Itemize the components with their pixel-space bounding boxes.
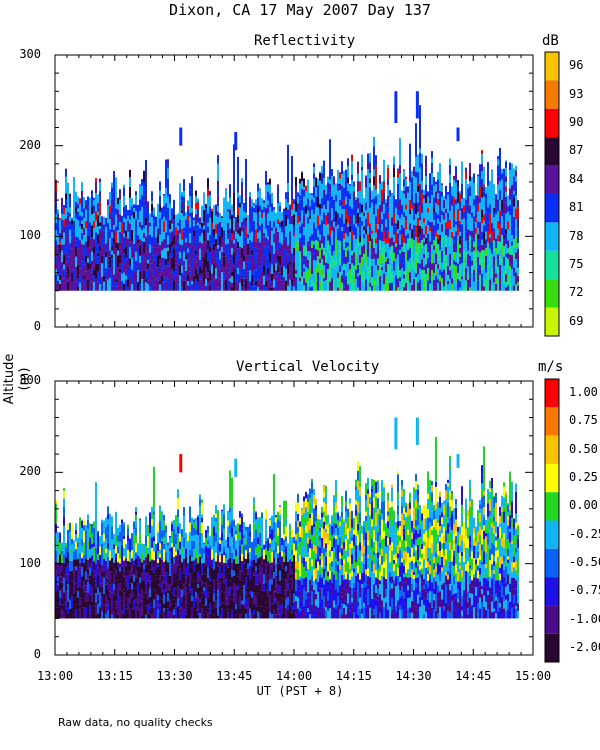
colorbar-swatch [545,279,559,308]
isolated-echo [394,417,398,450]
isolated-echo [456,127,460,142]
colorbar-label: -2.00 [569,639,600,654]
colorbar-swatch [545,605,559,634]
colorbar-label: -0.75 [569,583,600,598]
colorbar-label: 69 [569,313,584,328]
x-tick-label: 13:00 [36,669,74,683]
isolated-echo [179,127,183,146]
x-tick-label: 13:45 [216,669,253,683]
isolated-echo [456,454,460,468]
colorbar-frame [544,51,560,337]
y-tick-label: 0 [33,647,41,661]
velocity-units: m/s [538,359,564,375]
y-tick-label: 300 [19,373,41,387]
colorbar-label: 1.00 [569,385,598,400]
x-tick-label: 14:30 [395,669,432,683]
colorbar-label: 0.00 [569,498,598,513]
colorbar-swatch [545,548,559,578]
colorbar-swatch [545,222,559,251]
reflectivity-field [55,105,519,291]
colorbar-label: 0.75 [569,413,598,428]
colorbar-label: 81 [569,200,584,215]
isolated-echo [415,417,419,445]
reflectivity-units: dB [542,33,559,49]
colorbar-swatch [545,165,559,194]
x-tick-label: 15:00 [514,669,552,683]
colorbar-swatch [545,435,559,464]
colorbar-label: 90 [569,115,584,129]
reflectivity-title: Reflectivity [254,33,356,49]
colorbar-label: 0.50 [569,441,598,456]
colorbar-label: 0.25 [569,470,598,485]
colorbar-label: -0.25 [569,526,600,541]
velocity-title: Vertical Velocity [236,359,380,375]
colorbar-label: 78 [569,228,584,243]
figure-title: Dixon, CA 17 May 2007 Day 137 [169,1,431,19]
colorbar-swatch [545,307,559,336]
colorbar-swatch [545,250,559,280]
colorbar-swatch [545,633,559,662]
isolated-echo [394,91,398,123]
x-tick-label: 13:30 [156,669,193,683]
x-tick-label: 14:45 [455,669,492,683]
isolated-echo [179,454,183,473]
y-tick-label: 200 [19,464,41,479]
x-tick-label: 14:00 [275,669,313,683]
colorbar-swatch [545,194,559,223]
colorbar-swatch [545,80,559,109]
colorbar-swatch [545,379,559,408]
colorbar-label: 96 [569,58,584,73]
colorbar-label: 93 [569,86,584,101]
y-tick-label: 100 [19,555,41,570]
colorbar-label: -1.00 [569,611,600,626]
isolated-echo [234,132,238,151]
x-axis-label: UT (PST + 8) [256,684,344,698]
colorbar-label: 72 [569,285,584,300]
colorbar-swatch [545,407,559,436]
colorbar-swatch [545,577,559,606]
y-tick-label: 100 [19,228,41,243]
y-tick-label: 300 [19,47,41,61]
colorbar-swatch [545,108,559,138]
footnote: Raw data, no quality checks [58,716,213,729]
velocity-field [55,436,519,619]
x-tick-label: 13:15 [96,669,133,683]
isolated-echo [234,458,238,477]
x-tick-label: 14:15 [335,669,372,683]
colorbar-label: 84 [569,171,584,186]
y-tick-label: 200 [19,137,41,152]
colorbar-swatch [545,492,559,521]
colorbar-swatch [545,520,559,549]
colorbar-label: 75 [569,257,584,271]
colorbar-swatch [545,137,559,166]
colorbar-label: -0.50 [569,554,600,569]
colorbar-label: 87 [569,143,584,158]
y-tick-label: 0 [33,319,41,333]
isolated-echo [415,91,419,119]
colorbar-swatch [545,463,559,493]
colorbar-frame [544,378,560,663]
colorbar-swatch [545,52,559,81]
